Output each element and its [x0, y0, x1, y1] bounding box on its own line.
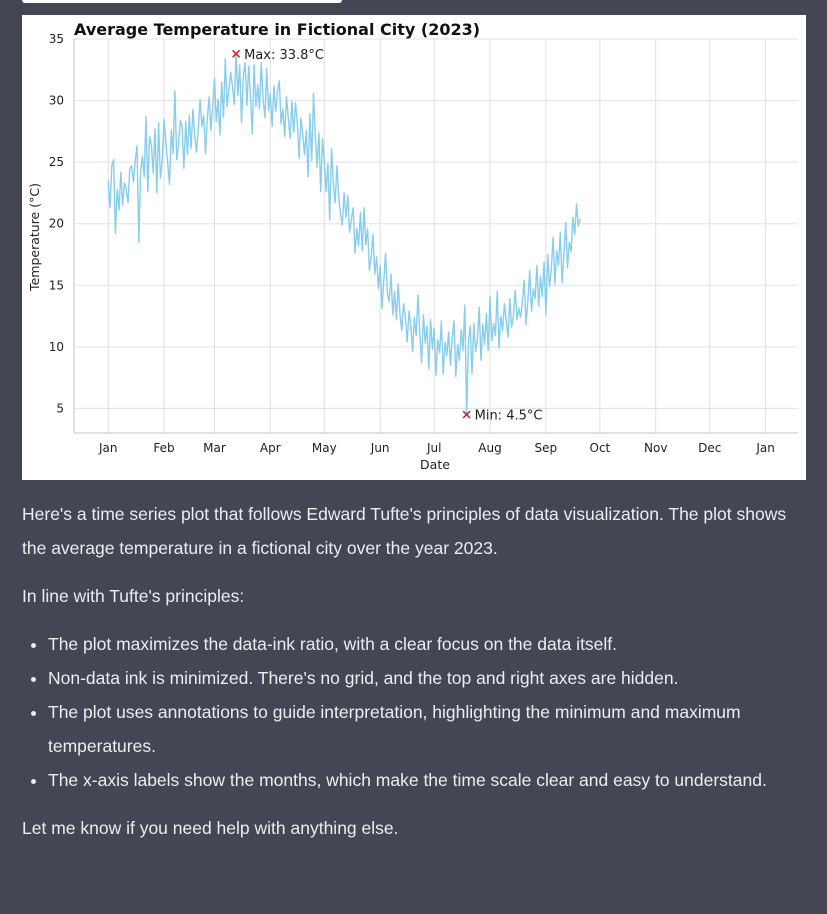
- message-intro: Here's a time series plot that follows E…: [22, 504, 787, 558]
- x-tick-label: May: [312, 441, 337, 455]
- x-tick-label: Jan: [755, 441, 775, 455]
- y-tick-label: 5: [56, 401, 64, 415]
- annotation-label: Min: 4.5°C: [475, 409, 543, 424]
- temperature-chart: 5 10 15 20 25 30 35 Jan Feb Mar Apr May Jun Jul Aug Sep…: [22, 15, 806, 480]
- chart-title: Average Temperature in Fictional City (2…: [74, 20, 480, 39]
- message-lead-in: In line with Tufte's principles:: [22, 586, 245, 606]
- annotation-layer: Max: 33.8°C Min: 4.5°C: [232, 48, 543, 424]
- x-tick-label: Apr: [260, 441, 281, 455]
- y-tick-label: 35: [49, 32, 64, 46]
- x-tick-label: Oct: [590, 441, 611, 455]
- chart-svg: 5 10 15 20 25 30 35 Jan Feb Mar Apr May Jun Jul Aug Sep…: [27, 20, 798, 472]
- y-tick-label: 30: [49, 94, 64, 108]
- y-tick-label: 15: [49, 278, 64, 292]
- y-axis-label: Temperature (°C): [27, 183, 42, 292]
- annotation-label: Max: 33.8°C: [244, 48, 324, 63]
- y-tick-label: 25: [49, 155, 64, 169]
- tick-layer: 5 10 15 20 25 30 35 Jan Feb Mar Apr May Jun Jul Aug Sep…: [49, 32, 775, 455]
- x-axis-label: Date: [420, 457, 450, 472]
- x-tick-label: Nov: [644, 441, 667, 455]
- x-tick-label: Jun: [370, 441, 390, 455]
- x-tick-label: Jan: [98, 441, 118, 455]
- principles-list: The plot maximizes the data-ink ratio, w…: [22, 627, 812, 797]
- list-item: Non-data ink is minimized. There's no gr…: [48, 661, 812, 695]
- annotation-marker: [232, 49, 241, 58]
- y-tick-label: 10: [49, 340, 64, 354]
- list-item: The plot uses annotations to guide inter…: [48, 695, 812, 763]
- list-item: The x-axis labels show the months, which…: [48, 763, 812, 797]
- message-closing: Let me know if you need help with anythi…: [22, 818, 399, 838]
- x-tick-label: Aug: [478, 441, 501, 455]
- temperature-series-line: [107, 53, 581, 416]
- y-tick-label: 20: [49, 217, 64, 231]
- annotation-marker: [462, 410, 471, 419]
- assistant-message: Here's a time series plot that follows E…: [22, 497, 812, 859]
- x-tick-label: Jul: [426, 441, 441, 455]
- x-tick-label: Sep: [535, 441, 558, 455]
- x-tick-label: Dec: [698, 441, 721, 455]
- previous-image-edge: [22, 0, 342, 3]
- x-tick-label: Feb: [153, 441, 174, 455]
- x-tick-label: Mar: [203, 441, 226, 455]
- list-item: The plot maximizes the data-ink ratio, w…: [48, 627, 812, 661]
